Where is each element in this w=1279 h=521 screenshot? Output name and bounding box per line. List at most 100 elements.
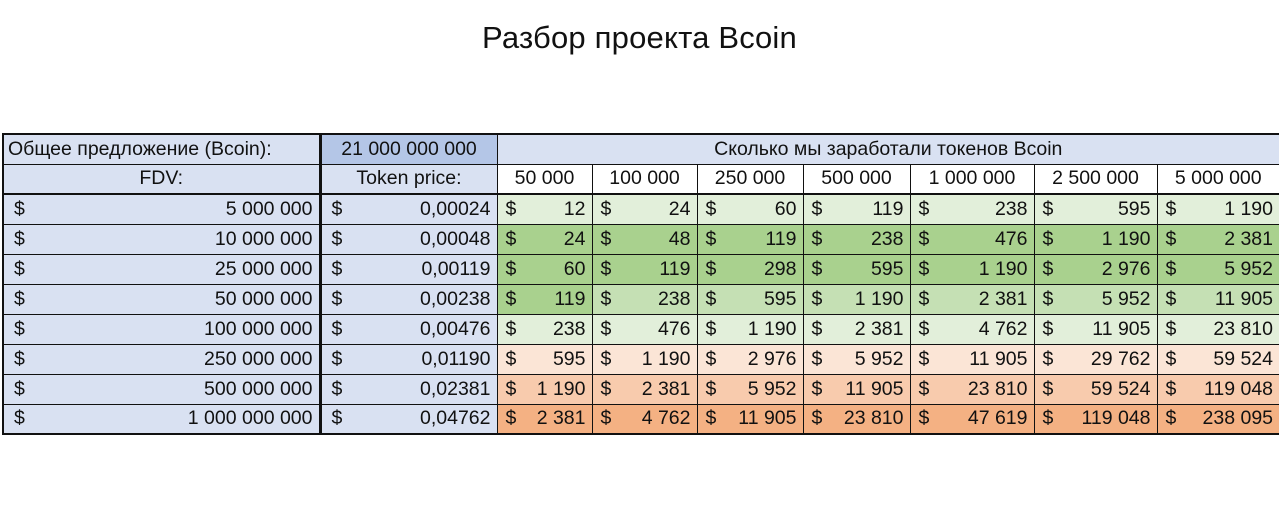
earned-cell: $5 952 (1033, 283, 1158, 315)
earned-cell: $11 905 (909, 343, 1035, 375)
price-cell-value: 0,00476 (420, 317, 491, 340)
fdv-cell-value: 5 000 000 (225, 197, 313, 220)
earned-cell-value: 1 190 (1101, 227, 1151, 250)
earned-cell: $1 190 (1033, 223, 1158, 255)
currency-symbol: $ (918, 227, 930, 250)
earned-cell-value: 119 (872, 197, 904, 220)
currency-symbol: $ (331, 197, 343, 220)
earned-cell: $1 190 (496, 373, 593, 405)
earned-cell: $12 (496, 193, 593, 225)
table-body: Общее предложение (Bcoin): 21 000 000 00… (2, 133, 1279, 435)
earned-cell-value: 2 381 (1224, 227, 1274, 250)
fdv-cell: $5 000 000 (2, 193, 322, 225)
currency-symbol: $ (811, 317, 823, 340)
currency-symbol: $ (1042, 257, 1054, 280)
earned-cell: $4 762 (909, 313, 1035, 345)
column-header: 50 000 (496, 163, 593, 195)
earned-cell: $11 905 (802, 373, 911, 405)
earned-cell: $238 (909, 193, 1035, 225)
earned-cell-value: 5 952 (854, 347, 904, 370)
price-cell-value: 0,00048 (420, 227, 491, 250)
earned-cell: $2 381 (591, 373, 698, 405)
currency-symbol: $ (705, 317, 717, 340)
earned-cell-value: 23 810 (843, 407, 904, 430)
currency-symbol: $ (14, 197, 25, 220)
earned-cell: $595 (696, 283, 804, 315)
earned-cell: $24 (496, 223, 593, 255)
price-cell: $0,00119 (319, 253, 498, 285)
currency-symbol: $ (1165, 407, 1177, 430)
currency-symbol: $ (1042, 377, 1054, 400)
currency-symbol: $ (705, 347, 717, 370)
column-header: 1 000 000 (909, 163, 1035, 195)
earned-cell-value: 2 381 (536, 407, 586, 430)
earned-cell-value: 476 (994, 227, 1028, 250)
earned-cell-value: 29 762 (1090, 347, 1151, 370)
earned-cell-value: 476 (657, 317, 691, 340)
currency-symbol: $ (918, 317, 930, 340)
earned-cell: $23 810 (1156, 313, 1279, 345)
currency-symbol: $ (14, 257, 25, 280)
currency-symbol: $ (918, 197, 930, 220)
earned-cell: $595 (496, 343, 593, 375)
fdv-cell: $500 000 000 (2, 373, 322, 405)
price-cell-value: 0,01190 (421, 347, 491, 370)
earned-cell: $1 190 (591, 343, 698, 375)
price-cell: $0,04762 (319, 403, 498, 435)
earned-cell: $5 952 (802, 343, 911, 375)
earned-cell: $11 905 (1156, 283, 1279, 315)
currency-symbol: $ (14, 377, 25, 400)
earned-cell-value: 4 762 (978, 317, 1028, 340)
currency-symbol: $ (600, 197, 612, 220)
earned-cell-value: 1 190 (641, 347, 691, 370)
currency-symbol: $ (918, 347, 930, 370)
earned-cell: $11 905 (696, 403, 804, 435)
table-row: $5 000 000 $0,00024 $12 $24 $60 $119 $238 $595 $… (2, 193, 1279, 225)
currency-symbol: $ (705, 287, 717, 310)
currency-symbol: $ (1165, 197, 1177, 220)
column-header: 100 000 (591, 163, 698, 195)
currency-symbol: $ (705, 197, 717, 220)
currency-symbol: $ (505, 197, 517, 220)
currency-symbol: $ (600, 227, 612, 250)
earned-cell-value: 24 (668, 197, 691, 220)
earned-cell-value: 119 (765, 227, 797, 250)
earned-cell: $238 (802, 223, 911, 255)
currency-symbol: $ (600, 257, 612, 280)
earned-cell-value: 1 190 (536, 377, 586, 400)
earned-cell-value: 1 190 (747, 317, 797, 340)
table-row: $100 000 000 $0,00476 $238 $476 $1 190 $2 381… (2, 313, 1279, 345)
earned-cell-value: 2 381 (854, 317, 904, 340)
earned-cell-value: 595 (1117, 197, 1151, 220)
currency-symbol: $ (811, 347, 823, 370)
currency-symbol: $ (14, 317, 25, 340)
page-title: Разбор проекта Bcoin (482, 20, 797, 55)
fdv-cell-value: 100 000 000 (204, 317, 313, 340)
earned-cell-value: 11 905 (1092, 317, 1151, 340)
currency-symbol: $ (331, 257, 343, 280)
currency-symbol: $ (14, 407, 25, 430)
earned-cell: $5 952 (1156, 253, 1279, 285)
earned-cell-value: 24 (563, 227, 586, 250)
currency-symbol: $ (600, 407, 612, 430)
column-header: 2 500 000 (1033, 163, 1158, 195)
currency-symbol: $ (1165, 347, 1177, 370)
currency-symbol: $ (331, 407, 343, 430)
currency-symbol: $ (705, 377, 717, 400)
earned-cell-value: 595 (763, 287, 797, 310)
earned-cell-value: 47 619 (967, 407, 1028, 430)
currency-symbol: $ (505, 377, 517, 400)
earned-cell: $238 095 (1156, 403, 1279, 435)
fdv-cell: $50 000 000 (2, 283, 322, 315)
fdv-cell: $1 000 000 000 (2, 403, 322, 435)
earned-cell: $119 (802, 193, 911, 225)
earned-cell: $476 (591, 313, 698, 345)
earned-cell: $2 381 (802, 313, 911, 345)
earned-cell: $119 048 (1156, 373, 1279, 405)
earned-cell-value: 11 905 (969, 347, 1028, 370)
currency-symbol: $ (918, 257, 930, 280)
earned-cell: $1 190 (1156, 193, 1279, 225)
earned-cell: $2 381 (1156, 223, 1279, 255)
currency-symbol: $ (600, 317, 612, 340)
table-row: $500 000 000 $0,02381 $1 190 $2 381 $5 952 $1… (2, 373, 1279, 405)
